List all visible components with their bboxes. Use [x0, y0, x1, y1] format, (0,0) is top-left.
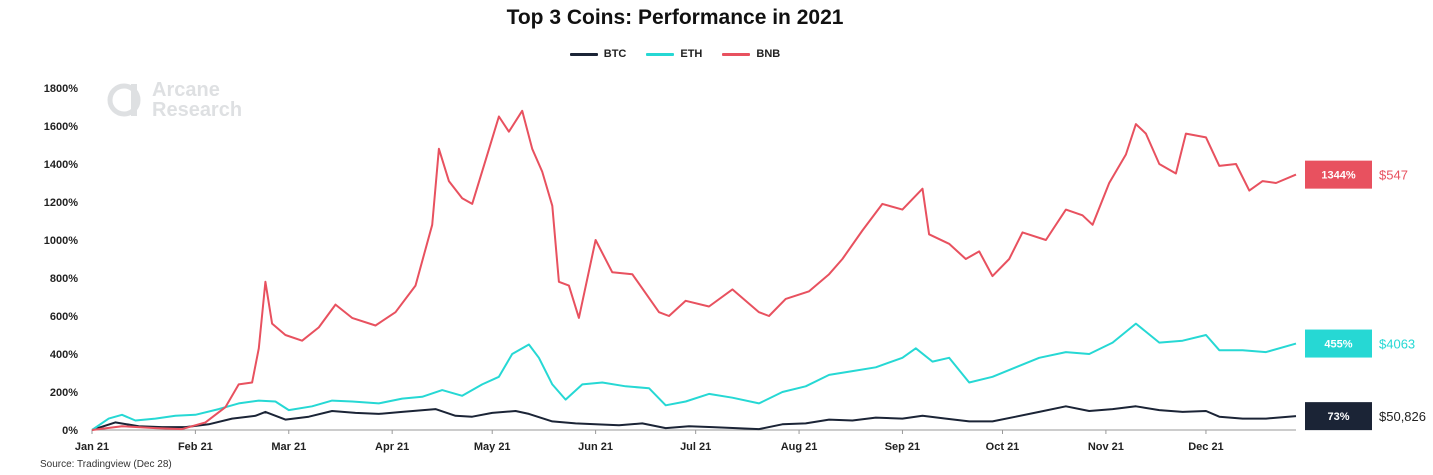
legend-swatch-btc [569, 52, 598, 56]
x-tick-label: Mar 21 [271, 441, 306, 453]
end-badge-label-btc: 73% [1327, 411, 1349, 423]
logo-text-line1: Arcane [152, 79, 220, 101]
end-badge-btc [1305, 402, 1372, 431]
y-tick-label: 400% [50, 349, 78, 361]
legend-item-btc[interactable]: BTC [569, 48, 627, 60]
legend-item-bnb[interactable]: BNB [722, 48, 780, 60]
legend-label-bnb: BNB [756, 48, 781, 60]
end-badge-eth [1305, 329, 1372, 358]
logo-text-line2: Research [152, 99, 243, 121]
series-line-btc [91, 405, 1297, 431]
y-tick-label: 600% [50, 311, 78, 323]
x-tick-label: Oct 21 [986, 441, 1020, 453]
y-tick-label: 1600% [44, 121, 78, 133]
x-tick-label: Aug 21 [781, 441, 818, 453]
end-badge-label-eth: 455% [1324, 339, 1352, 351]
arcane-logo-icon [107, 83, 141, 117]
end-badge-bnb [1305, 160, 1372, 189]
end-price-btc: $50,826 [1379, 409, 1426, 424]
x-tick-label: Feb 21 [178, 441, 213, 453]
x-tick-label: Dec 21 [1188, 441, 1223, 453]
legend-swatch-bnb [722, 52, 751, 56]
y-tick-label: 0% [62, 425, 78, 437]
end-price-eth: $4063 [1379, 337, 1415, 352]
source-note: Source: Tradingview (Dec 28) [40, 459, 172, 470]
end-price-bnb: $547 [1379, 168, 1408, 183]
y-tick-label: 1400% [44, 159, 78, 171]
x-tick-label: Apr 21 [375, 441, 409, 453]
end-labels: 73% $50,826 455% $4063 1344% $547 [1305, 160, 1426, 431]
y-tick-label: 800% [50, 273, 78, 285]
end-badge-label-bnb: 1344% [1321, 170, 1355, 182]
y-axis: 0% 200% 400% 600% 800% 1000% 1200% 1400% 1600% 18… [44, 83, 78, 437]
legend-item-eth[interactable]: ETH [646, 48, 702, 60]
chart-title: Top 3 Coins: Performance in 2021 [506, 6, 844, 29]
legend: BTC ETH BNB [0, 48, 1350, 60]
y-tick-label: 1200% [44, 197, 78, 209]
x-tick-label: Sep 21 [885, 441, 920, 453]
arcane-research-logo: Arcane Research [104, 80, 242, 120]
x-tick-label: Jul 21 [680, 441, 711, 453]
x-tick-label: May 21 [474, 441, 511, 453]
x-axis: Jan 21 Feb 21 Mar 21 Apr 21 May 21 Jun 21 Jul … [75, 429, 1296, 453]
y-tick-label: 1000% [44, 235, 78, 247]
legend-swatch-eth [646, 52, 675, 56]
legend-label-btc: BTC [603, 48, 627, 60]
x-tick-label: Jan 21 [75, 441, 109, 453]
x-tick-label: Nov 21 [1088, 441, 1124, 453]
y-tick-label: 1800% [44, 83, 78, 95]
y-tick-label: 200% [50, 387, 78, 399]
legend-label-eth: ETH [680, 48, 703, 60]
series-line-eth [91, 322, 1297, 431]
x-tick-label: Jun 21 [578, 441, 613, 453]
series-layer [91, 109, 1297, 431]
series-line-bnb [91, 109, 1297, 431]
